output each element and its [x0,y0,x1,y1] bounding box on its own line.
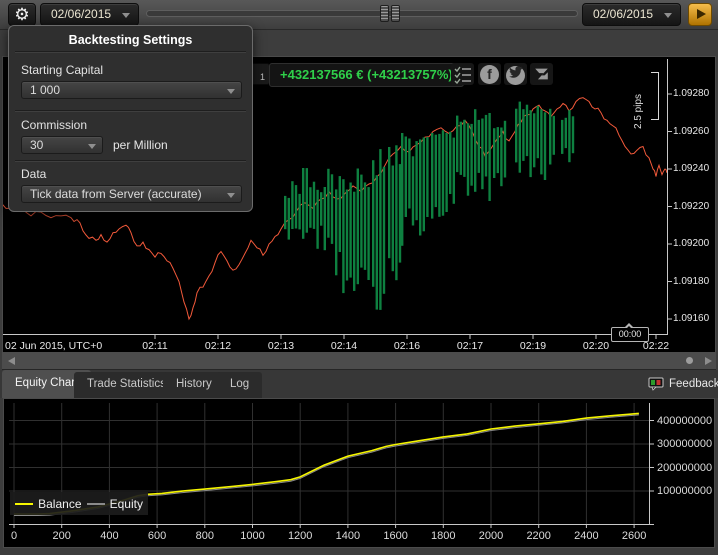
divider [15,51,246,53]
slider-handle-left[interactable] [380,5,389,22]
facebook-icon: f [480,64,499,84]
feedback-icon [648,377,664,391]
tab-log[interactable]: Log [217,372,263,398]
commission-label: Commission [21,118,88,132]
chevron-down-icon [227,193,235,198]
gear-icon: ⚙ [14,5,30,24]
start-date-value: 02/06/2015 [51,7,112,21]
chart-date-label: 02 Jun 2015, UTC+0 [5,340,103,352]
end-date-value: 02/06/2015 [593,7,654,21]
logo-icon [535,68,548,80]
time-range-slider[interactable] [146,10,578,17]
commission-suffix: per Million [113,138,168,152]
time-callout: 00:00 [611,323,649,342]
end-date-picker[interactable]: 02/06/2015 [582,3,681,26]
data-source-select[interactable]: Tick data from Server (accurate) [21,185,242,203]
price-chart-canvas [3,59,672,339]
starting-capital-label: Starting Capital [21,63,104,77]
equity-chart-panel: 400000000 300000000 200000000 100000000 0 200… [3,398,715,548]
data-source-label: Data [21,167,47,181]
profit-value: +432137566 € (+43213757%) [280,67,453,82]
chevron-down-icon [227,89,235,94]
slider-handle-right[interactable] [391,5,400,22]
share-twitter-button[interactable] [504,63,527,85]
callout-text: 00:00 [618,329,642,339]
start-date-picker[interactable]: 02/06/2015 [40,3,139,26]
chevron-down-icon [664,13,672,18]
legend-equity-label: Equity [109,496,143,511]
chart-scrollbar[interactable] [2,352,716,370]
backtesting-settings-panel: Backtesting Settings Starting Capital 1 … [8,25,253,212]
profit-readout: +432137566 € (+43213757%) [269,63,464,87]
data-source-value: Tick data from Server (accurate) [30,187,202,201]
checklist-icon [454,66,471,84]
callout-pointer [624,323,634,328]
feedback-button[interactable]: Feedback [644,373,718,394]
panel-title: Backtesting Settings [68,33,193,47]
equity-chart-canvas [9,403,654,528]
commission-select[interactable]: 30 [21,136,103,154]
starting-capital-select[interactable]: 1 000 [21,81,242,99]
bottom-tab-bar: Equity Chart Trade Statistics History Lo… [0,370,718,398]
scale-label: 2.5 pips [633,93,644,129]
balance-line-swatch [15,502,34,505]
tab-trade-statistics[interactable]: Trade Statistics [74,372,179,398]
scroll-thumb[interactable] [686,357,693,364]
tab-history[interactable]: History [163,372,225,398]
legend-balance-label: Balance [38,496,82,511]
commission-value: 30 [30,138,44,152]
divider [15,160,246,162]
trade-list-button[interactable] [451,63,474,85]
play-button[interactable] [688,3,712,26]
twitter-icon [506,66,525,85]
scroll-right-icon[interactable] [705,357,712,365]
equity-legend: Balance Equity [10,492,148,515]
platform-logo-button[interactable] [530,63,553,85]
feedback-label: Feedback [669,377,718,390]
divider [15,110,246,112]
share-facebook-button[interactable]: f [478,63,501,85]
starting-capital-value: 1 000 [30,83,61,97]
chevron-down-icon [122,13,130,18]
chevron-down-icon [88,144,96,149]
equity-line-swatch [86,502,105,505]
timeframe-label: 1 [259,72,265,82]
play-icon [697,9,706,19]
scroll-left-icon[interactable] [8,357,15,365]
settings-gear-button[interactable]: ⚙ [8,3,36,26]
